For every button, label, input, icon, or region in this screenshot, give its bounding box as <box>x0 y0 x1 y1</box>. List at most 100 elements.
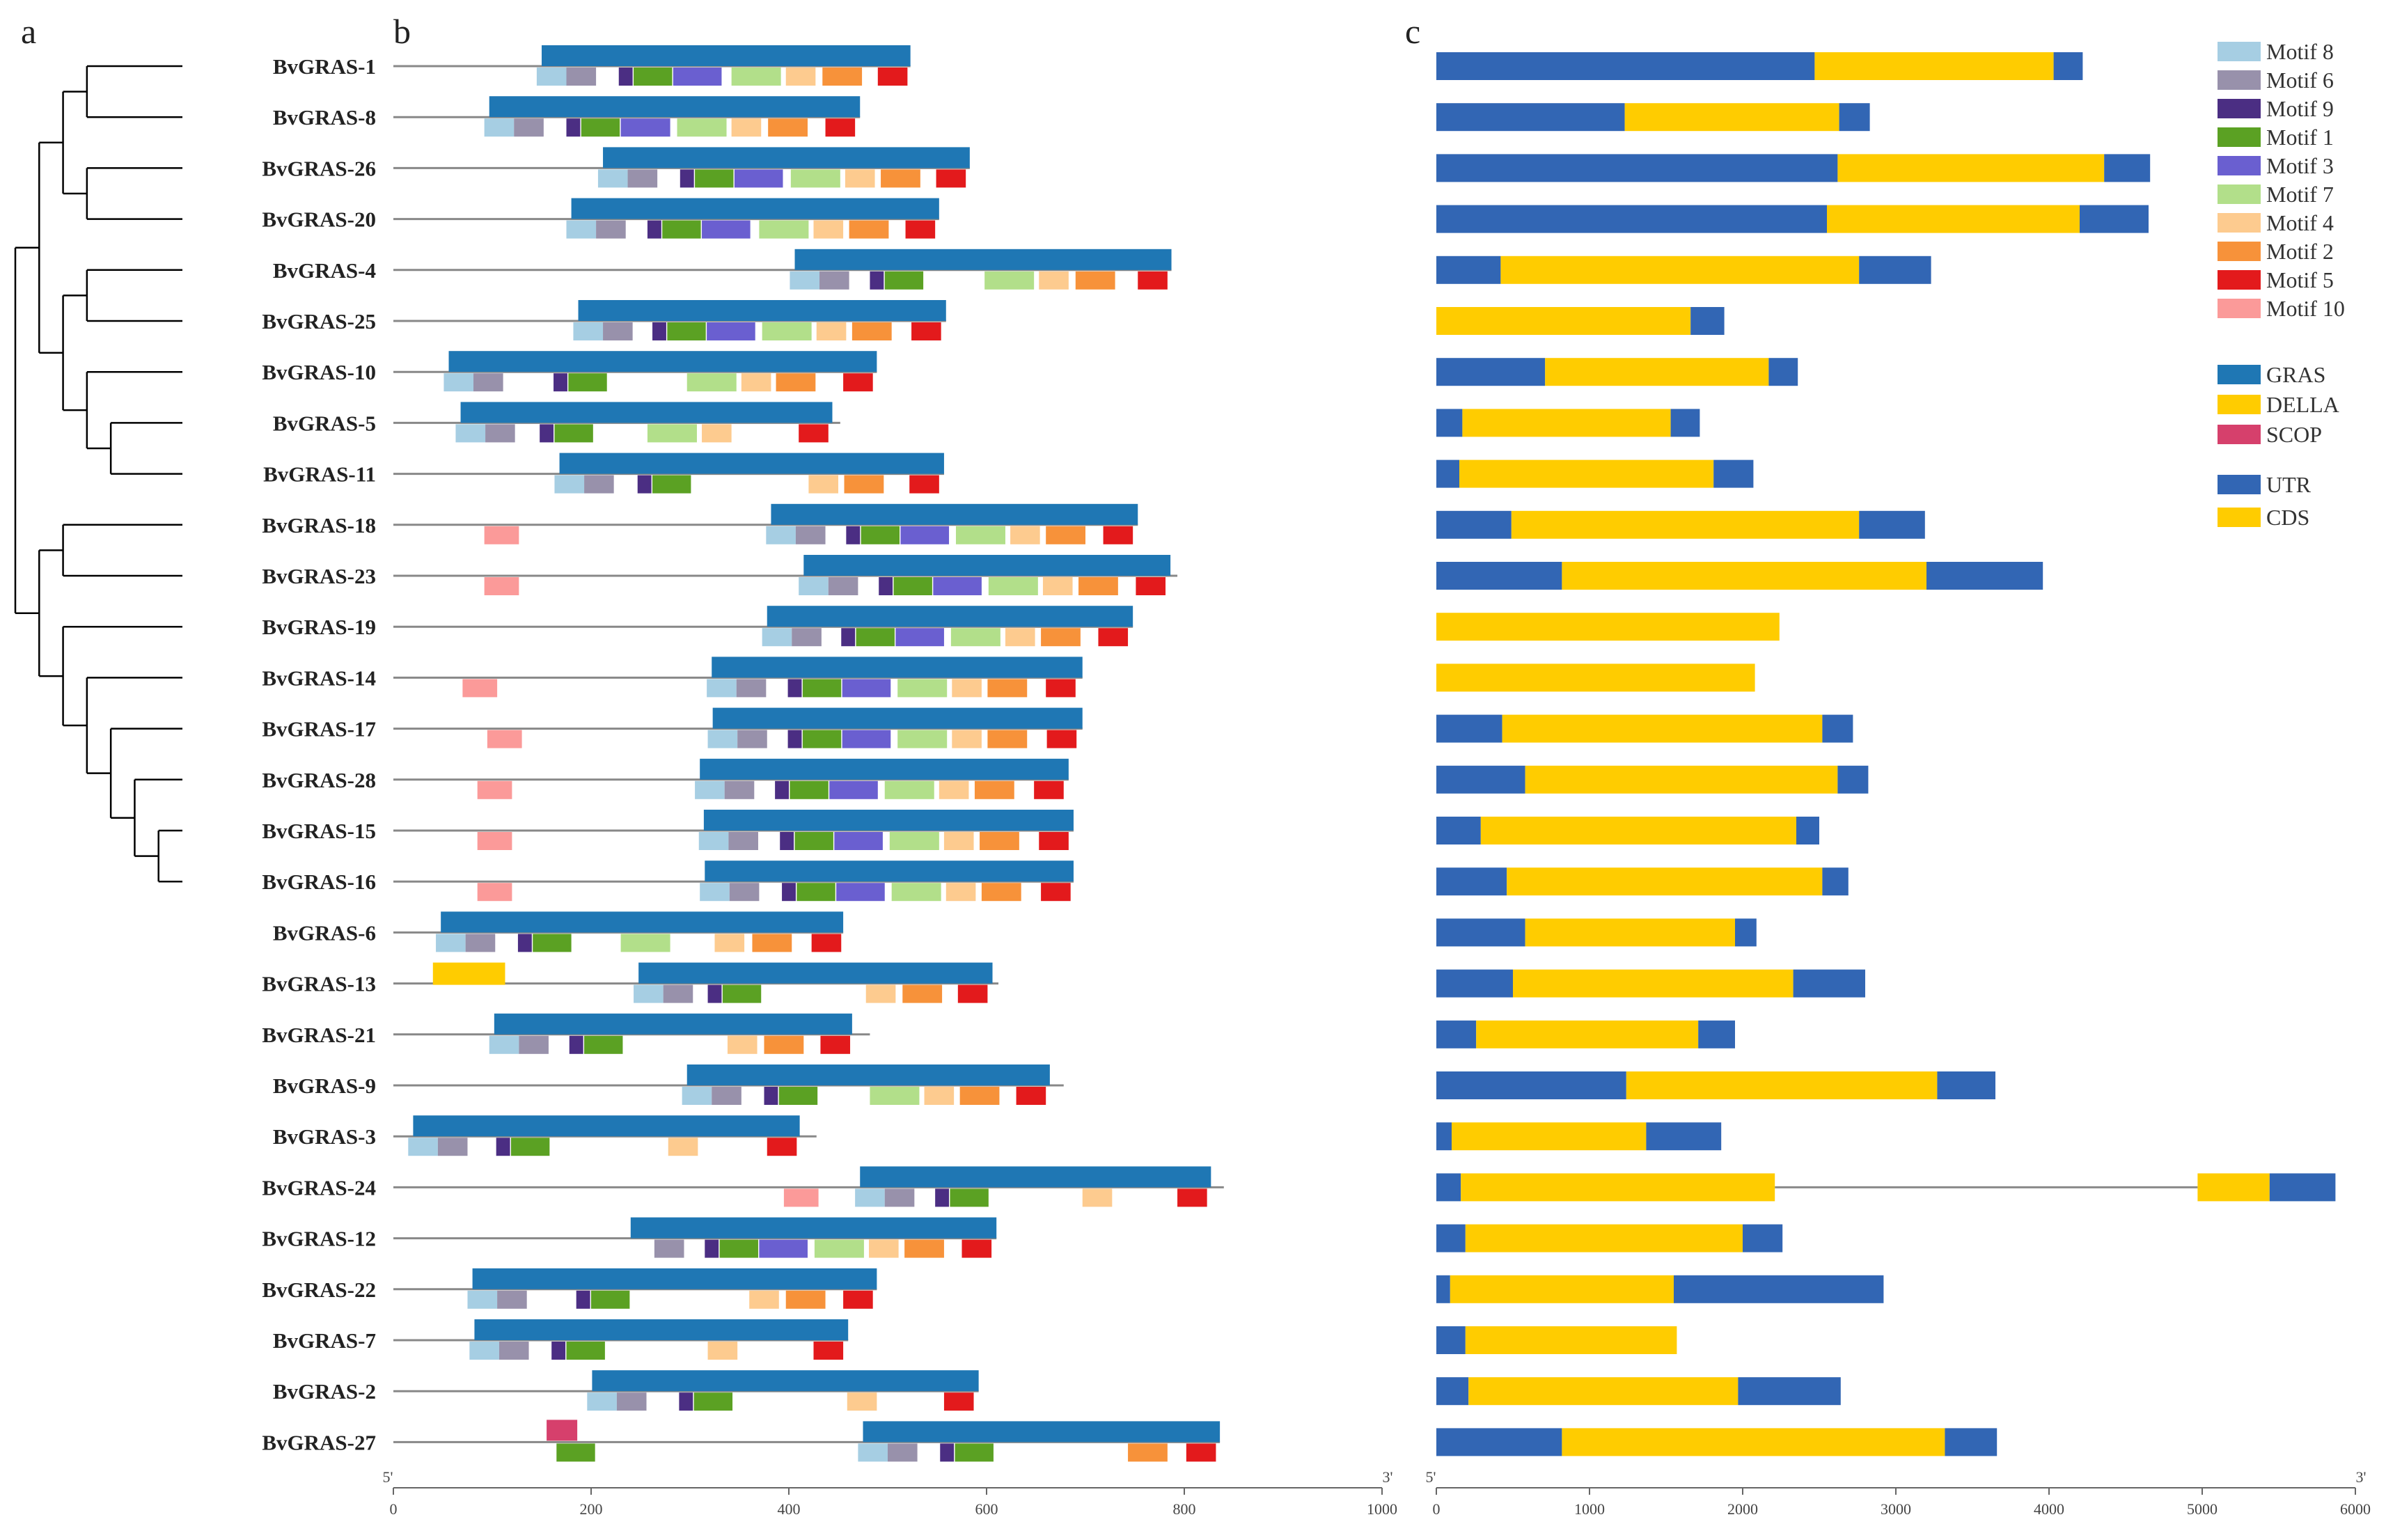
motif-9-box <box>841 628 856 647</box>
cds-segment <box>1827 205 2080 233</box>
motif-7-box <box>620 934 670 952</box>
c-three-prime: 3' <box>2356 1468 2367 1486</box>
motif-6-box <box>616 1392 647 1411</box>
motif-8-box <box>573 322 604 340</box>
motif-row <box>393 1217 997 1258</box>
motif-8-box <box>858 1443 888 1462</box>
motif-7-box <box>884 780 934 799</box>
motif-2-box <box>1041 628 1081 647</box>
motif-3-box <box>702 220 751 239</box>
motif-2-box <box>844 475 884 494</box>
motif-7-legend-label: Motif 7 <box>2266 182 2334 207</box>
motif-3-box <box>842 730 891 748</box>
motif-8-box <box>489 1035 519 1054</box>
gras-domain <box>474 1319 849 1340</box>
motif-1-box <box>695 169 734 188</box>
motif-5-box <box>1138 271 1168 290</box>
gene-label: BvGRAS-11 <box>263 462 376 487</box>
motif-10-box <box>462 679 498 698</box>
gene-label: BvGRAS-8 <box>273 105 376 129</box>
utr-segment <box>1674 1275 1884 1303</box>
motif-5-box <box>1098 628 1129 647</box>
gene-label: BvGRAS-26 <box>262 156 376 180</box>
gras-domain <box>860 1166 1211 1188</box>
motif-5-box <box>909 475 939 494</box>
cds-segment <box>1436 663 1755 692</box>
motif-4-box <box>865 984 896 1003</box>
motif-4-box <box>749 1290 779 1309</box>
gene-structure-panel <box>1436 52 2336 1456</box>
motif-7-box <box>647 424 697 443</box>
structure-row <box>1436 1224 1783 1252</box>
gras-domain <box>592 1370 979 1392</box>
gene-label: BvGRAS-9 <box>273 1074 376 1098</box>
gras-domain <box>712 657 1083 678</box>
motif-1-legend-swatch <box>2218 127 2261 147</box>
motif-1-box <box>566 1342 605 1360</box>
motif-2-legend-label: Motif 2 <box>2266 239 2334 264</box>
motif-3-box <box>900 526 950 544</box>
gene-names: BvGRAS-1 BvGRAS-8 BvGRAS-26 BvGRAS-20 BvGRAS… <box>262 54 376 1454</box>
motif-1-box <box>591 1290 630 1309</box>
motif-row <box>393 96 861 137</box>
motif-6-box <box>728 832 758 850</box>
motif-8-box <box>799 577 829 595</box>
motif-row <box>393 198 939 239</box>
motif-8-box <box>855 1188 885 1207</box>
utr-segment <box>1926 562 2043 590</box>
motif-4-box <box>702 424 732 443</box>
motif-7-box <box>891 883 941 902</box>
gene-label: BvGRAS-3 <box>273 1124 376 1149</box>
motif-8-box <box>762 628 792 647</box>
motif-6-box <box>819 271 849 290</box>
motif-8-box <box>766 526 796 544</box>
motif-7-box <box>889 832 939 850</box>
motif-8-box <box>695 780 725 799</box>
motif-3-box <box>829 780 878 799</box>
motif-2-box <box>959 1087 1000 1105</box>
scop-domain <box>547 1420 578 1441</box>
cds-segment <box>1502 714 1823 743</box>
motif-10-box <box>484 577 519 595</box>
motif-8-box <box>700 883 730 902</box>
cds-segment <box>1507 867 1823 896</box>
motif-3-box <box>734 169 783 188</box>
cds-segment <box>1452 1122 1647 1151</box>
motif-row <box>393 657 1083 698</box>
motif-row <box>393 810 1074 850</box>
motif-4-box <box>668 1138 698 1156</box>
motif-6-box <box>736 679 767 698</box>
panel-label-b: b <box>393 12 411 51</box>
motif-1-box <box>719 1239 758 1258</box>
motif-7-box <box>984 271 1035 290</box>
motif-row <box>393 861 1074 902</box>
utr-segment <box>2269 1173 2336 1202</box>
motif-5-box <box>1103 526 1133 544</box>
motif-9-box <box>846 526 861 544</box>
utr-segment <box>1436 765 1525 794</box>
motif-4-box <box>714 934 745 952</box>
motif-5-box <box>820 1035 851 1054</box>
structure-row <box>1436 918 1757 947</box>
motif-2-box <box>902 984 943 1003</box>
cds-segment <box>1468 1377 1739 1406</box>
motif-5-legend-label: Motif 5 <box>2266 267 2334 292</box>
gene-label: BvGRAS-1 <box>273 54 376 79</box>
gene-label: BvGRAS-13 <box>262 972 376 996</box>
utr-segment <box>1436 1377 1469 1406</box>
cds-segment <box>1562 1428 1945 1456</box>
utr-segment <box>1436 52 1815 80</box>
motif-4-box <box>727 1035 758 1054</box>
motif-6-box <box>485 424 515 443</box>
motif-2-box <box>849 220 889 239</box>
motif-9-box <box>517 934 532 952</box>
b-five-prime: 5' <box>383 1468 393 1486</box>
utr-segment <box>1822 867 1849 896</box>
motif-4-box <box>1042 577 1073 595</box>
gras-domain <box>603 147 970 168</box>
motif-5-box <box>1186 1443 1216 1462</box>
motif-9-box <box>680 169 694 188</box>
motif-row <box>393 1166 1224 1207</box>
cds-segment <box>1476 1020 1699 1048</box>
motif-5-box <box>825 118 856 137</box>
